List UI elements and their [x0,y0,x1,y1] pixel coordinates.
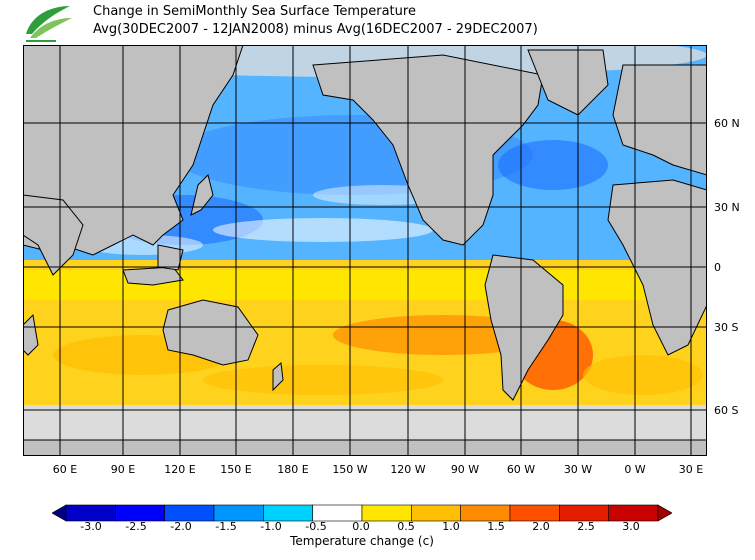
white-patch [213,218,433,242]
legend-swatch [657,504,672,522]
land-borneo [157,244,184,271]
legend-swatch [509,504,560,522]
legend-swatch [213,504,264,522]
lat-tick-label: 60 N [714,117,740,130]
lon-tick-label: 60 W [506,463,536,476]
legend-label: 1.5 [487,520,505,533]
legend-label: 2.5 [577,520,595,533]
legend-label: -3.0 [80,520,102,533]
sst-change-map [23,45,707,456]
lat-tick-label: 0 [714,261,721,274]
land-india [23,194,84,276]
legend-label: -1.0 [260,520,282,533]
legend-label: 0.0 [352,520,370,533]
land-japan [190,174,214,216]
land-greenland [527,49,609,116]
lon-tick-label: 180 E [277,463,309,476]
map-frame [23,45,707,456]
lon-tick-label: 120 E [164,463,196,476]
legend-swatch [52,504,67,522]
legend-label: -2.0 [170,520,192,533]
legend-swatch [361,504,412,522]
legend-swatch [312,504,363,522]
lon-tick-label: 0 W [624,463,646,476]
legend-label: -0.5 [305,520,327,533]
legend-swatch [559,504,609,522]
lat-tick-label: 30 S [714,321,739,334]
color-legend-bar [52,504,672,522]
legend-swatch [411,504,461,522]
legend-label: -2.5 [125,520,147,533]
legend-label: 0.5 [397,520,415,533]
land-europe [612,64,707,176]
legend-swatch [263,504,313,522]
land-new-zealand [272,361,284,392]
legend-title: Temperature change (c) [290,534,434,548]
legend-label: -1.5 [215,520,237,533]
legend-swatch [115,504,165,522]
leaf-logo-icon [26,6,72,42]
legend-swatch [608,504,659,522]
lat-tick-label: 30 N [714,201,740,214]
lon-tick-label: 150 E [220,463,252,476]
legend-swatch [164,504,215,522]
legend-label: 3.0 [622,520,640,533]
legend-swatch [65,504,116,522]
lat-tick-label: 60 S [714,404,739,417]
lon-tick-label: 30 E [678,463,704,476]
warm-patch [203,365,443,395]
warm-patch [583,355,703,395]
map-title: Change in SemiMonthly Sea Surface Temper… [93,4,416,19]
legend-label: 2.0 [532,520,550,533]
land-north-america [312,54,544,246]
lon-tick-label: 150 W [332,463,368,476]
map-subtitle: Avg(30DEC2007 - 12JAN2008) minus Avg(16D… [93,22,538,37]
lon-tick-label: 90 W [450,463,480,476]
legend-swatch [460,504,511,522]
lon-tick-label: 90 E [110,463,136,476]
land-antarctica [23,439,707,456]
land-madagascar [23,313,39,356]
legend-label: 1.0 [442,520,460,533]
lon-tick-label: 120 W [390,463,426,476]
lon-tick-label: 30 W [563,463,593,476]
lon-tick-label: 60 E [52,463,78,476]
cold-patch [498,140,608,190]
